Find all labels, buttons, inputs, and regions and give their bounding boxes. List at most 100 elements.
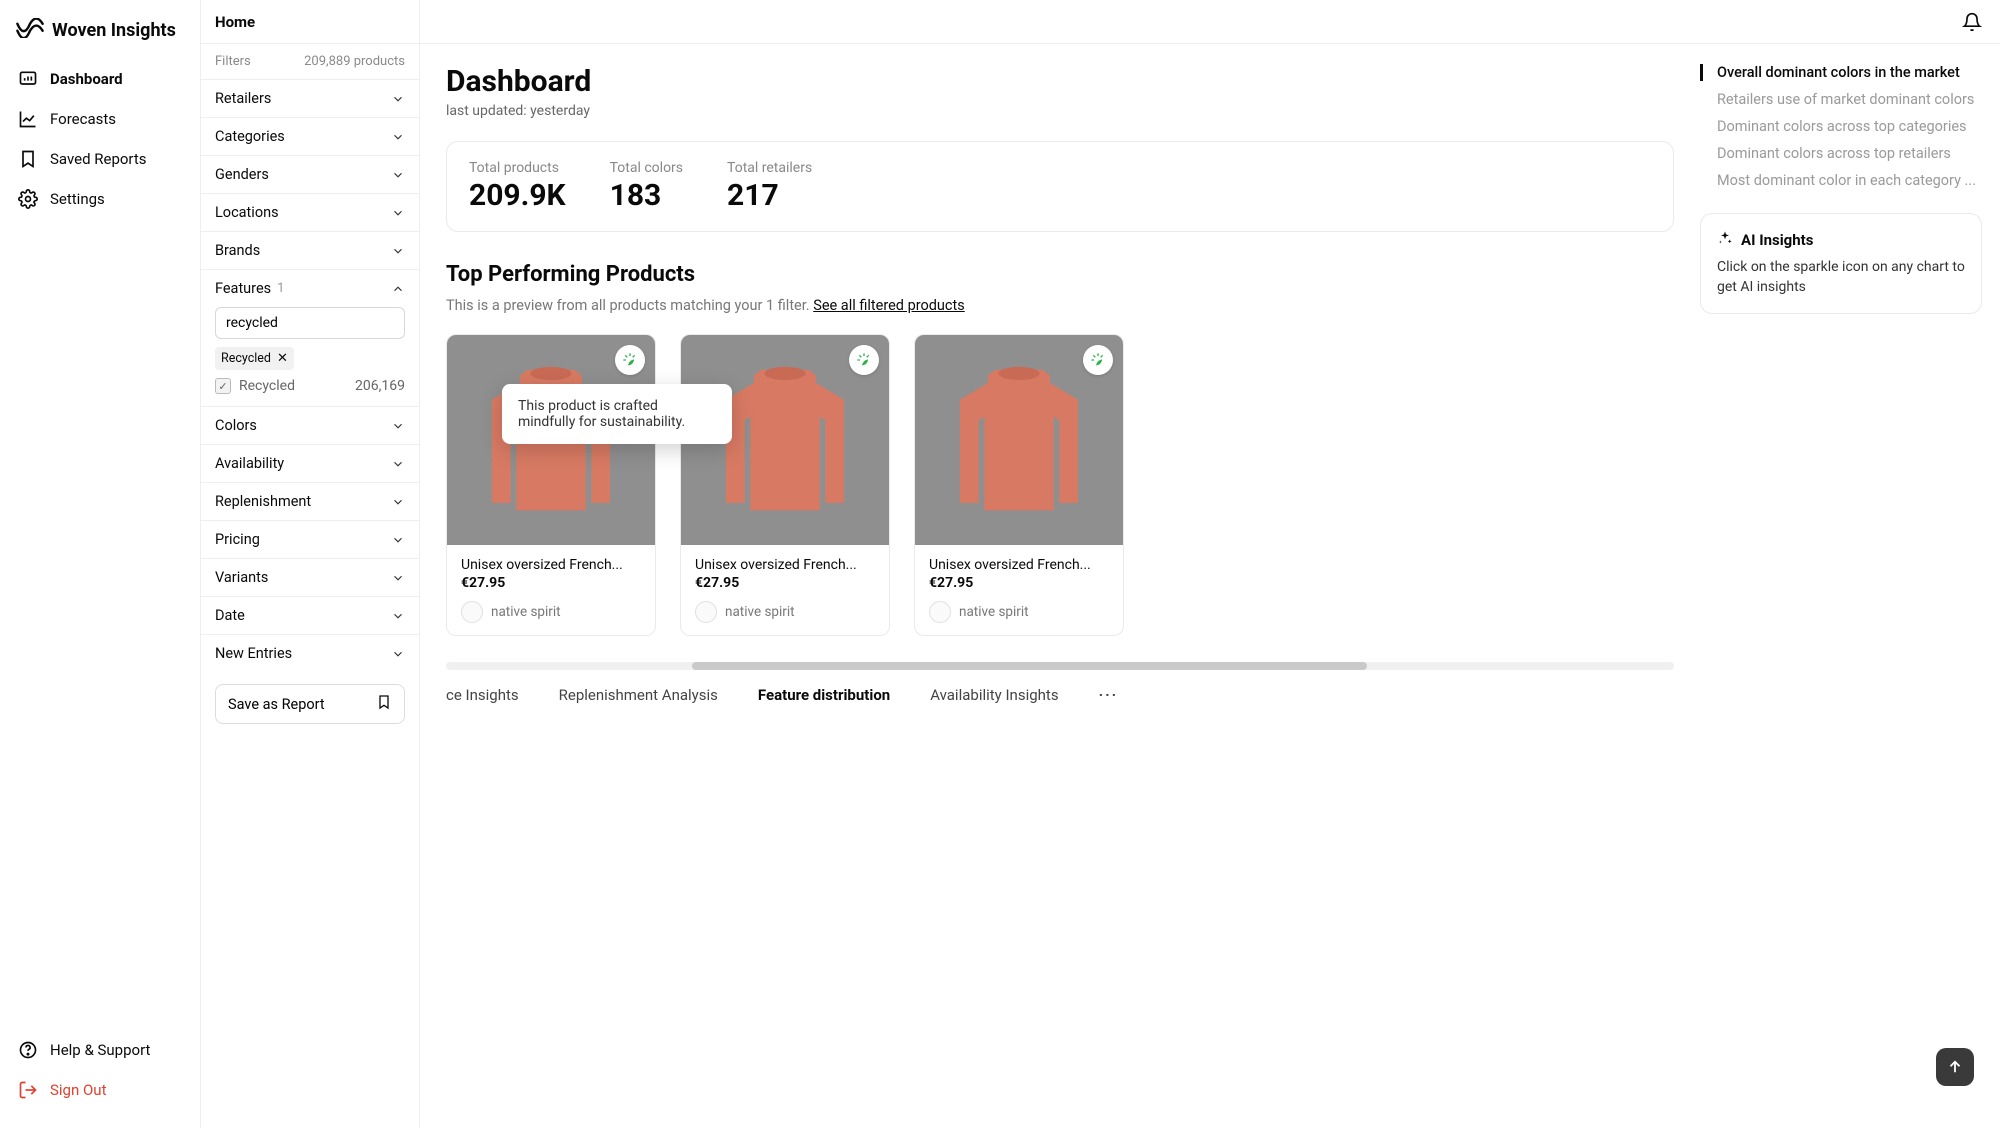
filter-brands[interactable]: Brands — [201, 232, 419, 269]
ai-title: AI Insights — [1741, 231, 1813, 249]
features-search-input[interactable] — [215, 307, 405, 339]
tab-replenishment[interactable]: Replenishment Analysis — [559, 686, 718, 704]
chip-remove-icon[interactable]: ✕ — [277, 352, 288, 365]
tabs: ce Insights Replenishment Analysis Featu… — [446, 686, 1674, 704]
product-price: €27.95 — [695, 575, 875, 591]
tab-availability[interactable]: Availability Insights — [930, 686, 1058, 704]
chevron-up-icon — [391, 282, 405, 296]
filter-variants[interactable]: Variants — [201, 559, 419, 596]
chevron-down-icon — [391, 571, 405, 585]
horizontal-scrollbar[interactable] — [446, 662, 1674, 670]
product-card[interactable]: Unisex oversized French... €27.95 native… — [914, 334, 1124, 636]
filters-title: Filters — [215, 54, 251, 69]
filter-colors[interactable]: Colors — [201, 407, 419, 444]
eco-badge-icon[interactable] — [1083, 345, 1113, 375]
right-rail: Overall dominant colors in the market Re… — [1700, 44, 2000, 1128]
section-subtitle: This is a preview from all products matc… — [446, 297, 1674, 314]
nav-label: Dashboard — [50, 70, 123, 88]
product-price: €27.95 — [929, 575, 1109, 591]
chevron-down-icon — [391, 206, 405, 220]
product-brand: native spirit — [491, 604, 561, 620]
filter-chip-recycled: Recycled ✕ — [215, 347, 294, 370]
filter-locations[interactable]: Locations — [201, 194, 419, 231]
left-nav: Woven Insights Dashboard Forecasts Saved… — [0, 0, 200, 1128]
brand-avatar — [929, 601, 951, 623]
see-all-link[interactable]: See all filtered products — [813, 297, 965, 314]
chevron-down-icon — [391, 647, 405, 661]
nav-forecasts[interactable]: Forecasts — [8, 101, 192, 137]
stat-value: 209.9K — [469, 178, 566, 213]
nav-label: Settings — [50, 190, 105, 208]
filter-genders[interactable]: Genders — [201, 156, 419, 193]
stat-label: Total retailers — [727, 160, 812, 176]
filter-availability[interactable]: Availability — [201, 445, 419, 482]
toc-item[interactable]: Overall dominant colors in the market — [1700, 64, 1982, 81]
stat-value: 217 — [727, 178, 812, 213]
chevron-down-icon — [391, 419, 405, 433]
stat-value: 183 — [610, 178, 683, 213]
filter-categories[interactable]: Categories — [201, 118, 419, 155]
ai-body: Click on the sparkle icon on any chart t… — [1717, 258, 1965, 297]
nav-label: Forecasts — [50, 110, 116, 128]
toc-item[interactable]: Retailers use of market dominant colors — [1700, 91, 1982, 108]
product-image — [915, 335, 1123, 545]
toc: Overall dominant colors in the market Re… — [1700, 64, 1982, 189]
gear-icon — [18, 189, 38, 209]
toc-item[interactable]: Dominant colors across top retailers — [1700, 145, 1982, 162]
stats-card: Total products209.9K Total colors183 Tot… — [446, 141, 1674, 232]
filter-new-entries[interactable]: New Entries — [201, 635, 419, 672]
filter-retailers[interactable]: Retailers — [201, 80, 419, 117]
scroll-to-top-button[interactable] — [1936, 1048, 1974, 1086]
breadcrumb-home[interactable]: Home — [201, 0, 419, 44]
topbar — [420, 0, 2000, 44]
section-title: Top Performing Products — [446, 262, 1674, 287]
chevron-down-icon — [391, 609, 405, 623]
nav-label: Sign Out — [50, 1081, 106, 1099]
eco-badge-icon[interactable] — [849, 345, 879, 375]
page-subtitle: last updated: yesterday — [446, 103, 1674, 119]
product-name: Unisex oversized French... — [695, 557, 875, 573]
bookmark-icon — [18, 149, 38, 169]
filter-pricing[interactable]: Pricing — [201, 521, 419, 558]
product-card[interactable]: Unisex oversized French... €27.95 native… — [680, 334, 890, 636]
chevron-down-icon — [391, 533, 405, 547]
nav-label: Help & Support — [50, 1041, 150, 1059]
nav-saved-reports[interactable]: Saved Reports — [8, 141, 192, 177]
chevron-down-icon — [391, 130, 405, 144]
signout-icon — [18, 1080, 38, 1100]
toc-item[interactable]: Dominant colors across top categories — [1700, 118, 1982, 135]
stat-label: Total products — [469, 160, 566, 176]
brand: Woven Insights — [0, 12, 200, 61]
tab-feature-distribution[interactable]: Feature distribution — [758, 686, 890, 704]
nav-signout[interactable]: Sign Out — [8, 1072, 192, 1108]
filter-date[interactable]: Date — [201, 597, 419, 634]
page-title: Dashboard — [446, 64, 1674, 99]
brand-avatar — [461, 601, 483, 623]
tabs-more-icon[interactable]: ··· — [1099, 686, 1119, 704]
product-name: Unisex oversized French... — [929, 557, 1109, 573]
checkbox-checked-icon[interactable]: ✓ — [215, 378, 231, 394]
sparkle-icon — [1717, 230, 1733, 250]
product-brand: native spirit — [959, 604, 1029, 620]
nav-help[interactable]: Help & Support — [8, 1032, 192, 1068]
filter-replenishment[interactable]: Replenishment — [201, 483, 419, 520]
product-card[interactable]: Unisex oversized French... €27.95 native… — [446, 334, 656, 636]
tab-ce-insights[interactable]: ce Insights — [446, 686, 519, 704]
nav-dashboard[interactable]: Dashboard — [8, 61, 192, 97]
ai-insights-card: AI Insights Click on the sparkle icon on… — [1700, 213, 1982, 314]
chevron-down-icon — [391, 168, 405, 182]
nav-settings[interactable]: Settings — [8, 181, 192, 217]
filter-features[interactable]: Features1 — [201, 270, 419, 307]
filters-count: 209,889 products — [304, 54, 405, 69]
help-icon — [18, 1040, 38, 1060]
sweater-icon — [944, 360, 1094, 520]
eco-badge-icon[interactable] — [615, 345, 645, 375]
chevron-down-icon — [391, 457, 405, 471]
feature-option-recycled[interactable]: ✓ Recycled 206,169 — [215, 378, 405, 394]
save-as-report-button[interactable]: Save as Report — [215, 684, 405, 724]
forecasts-icon — [18, 109, 38, 129]
dashboard-icon — [18, 69, 38, 89]
brand-avatar — [695, 601, 717, 623]
toc-item[interactable]: Most dominant color in each category ... — [1700, 172, 1982, 189]
notifications-icon[interactable] — [1962, 12, 1982, 32]
